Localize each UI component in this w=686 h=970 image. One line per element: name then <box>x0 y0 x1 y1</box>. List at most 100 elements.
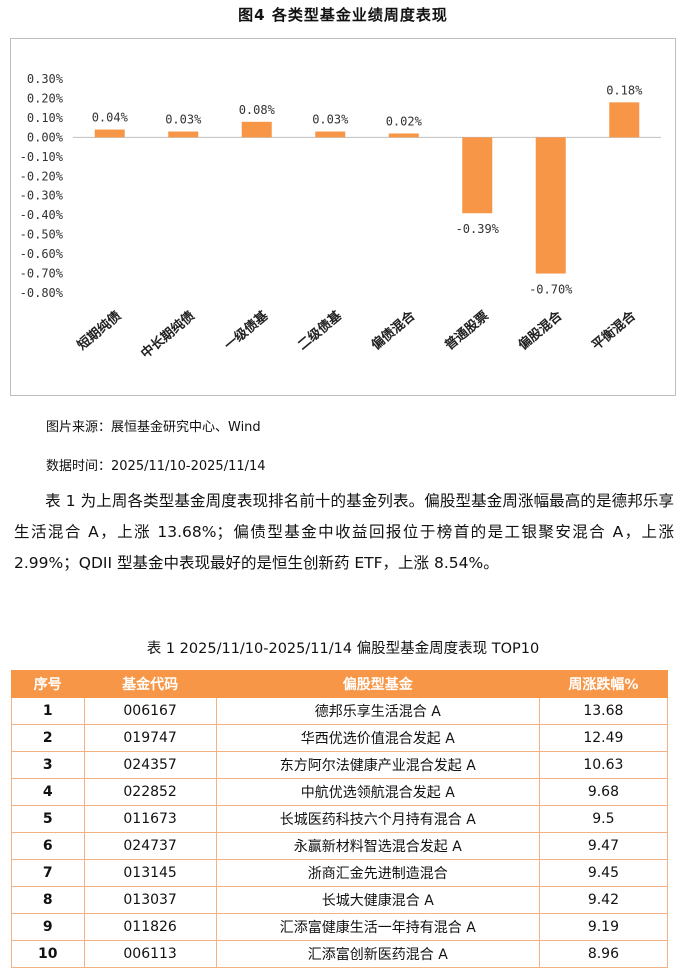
data-label: 0.08% <box>239 103 276 117</box>
header-code: 基金代码 <box>83 670 217 698</box>
cell-code: 024737 <box>83 832 217 860</box>
cell-change: 9.47 <box>538 832 669 860</box>
cell-fund-name: 华西优选价值混合发起 A <box>215 724 540 752</box>
y-tick-label: 0.00% <box>27 130 64 144</box>
cell-fund-name: 汇添富创新医药混合 A <box>215 940 540 968</box>
table-header-row: 序号 基金代码 偏股型基金 周涨跌幅% <box>11 670 669 698</box>
bar <box>388 133 419 138</box>
category-label: 平衡混合 <box>589 307 640 353</box>
cell-fund-name: 汇添富健康生活一年持有混合 A <box>215 913 540 941</box>
category-label: 一级债基 <box>221 307 272 353</box>
cell-fund-name: 中航优选领航混合发起 A <box>215 778 540 806</box>
bar <box>168 131 199 138</box>
cell-code: 011673 <box>83 805 217 833</box>
y-tick-label: -0.20% <box>20 169 64 183</box>
cell-code: 006167 <box>83 697 217 725</box>
cell-change: 12.49 <box>538 724 669 752</box>
cell-code: 013145 <box>83 859 217 887</box>
cell-change: 9.68 <box>538 778 669 806</box>
y-tick-label: -0.50% <box>20 228 64 242</box>
table-row: 8 013037 长城大健康混合 A 9.42 <box>11 886 669 914</box>
cell-fund-name: 永赢新材料智选混合发起 A <box>215 832 540 860</box>
header-rank: 序号 <box>11 670 85 698</box>
cell-rank: 7 <box>11 859 85 887</box>
cell-rank: 3 <box>11 751 85 779</box>
figure-source: 图片来源：展恒基金研究中心、Wind <box>46 420 261 435</box>
y-tick-label: -0.30% <box>20 189 64 203</box>
cell-code: 006113 <box>83 940 217 968</box>
cell-code: 024357 <box>83 751 217 779</box>
bar <box>609 102 640 138</box>
bar <box>94 129 125 138</box>
cell-code: 019747 <box>83 724 217 752</box>
cell-fund-name: 东方阿尔法健康产业混合发起 A <box>215 751 540 779</box>
category-label: 二级债基 <box>295 307 346 353</box>
cell-rank: 6 <box>11 832 85 860</box>
category-label: 偏股混合 <box>515 307 566 353</box>
cell-rank: 9 <box>11 913 85 941</box>
y-tick-label: 0.10% <box>27 111 64 125</box>
data-label: 0.02% <box>386 114 423 128</box>
cell-change: 10.63 <box>538 751 669 779</box>
cell-change: 9.5 <box>538 805 669 833</box>
y-tick-label: -0.80% <box>20 286 64 300</box>
header-fund: 偏股型基金 <box>215 670 540 698</box>
figure-title: 图4 各类型基金业绩周度表现 <box>238 6 448 24</box>
paragraph-text: 表 1 为上周各类型基金周度表现排名前十的基金列表。偏股型基金周涨幅最高的是德邦… <box>14 492 674 572</box>
y-tick-label: -0.40% <box>20 208 64 222</box>
data-label: 0.03% <box>312 113 349 127</box>
category-label: 中长期纯债 <box>138 308 198 362</box>
table-row: 1 006167 德邦乐享生活混合 A 13.68 <box>11 697 669 725</box>
category-label: 偏债混合 <box>368 307 419 353</box>
cell-rank: 2 <box>11 724 85 752</box>
cell-change: 9.19 <box>538 913 669 941</box>
table-row: 6 024737 永赢新材料智选混合发起 A 9.47 <box>11 832 669 860</box>
fund-table: 序号 基金代码 偏股型基金 周涨跌幅% 1 006167 德邦乐享生活混合 A 13.… <box>11 670 669 968</box>
bar <box>241 121 272 138</box>
cell-change: 9.45 <box>538 859 669 887</box>
table-row: 4 022852 中航优选领航混合发起 A 9.68 <box>11 778 669 806</box>
table-row: 9 011826 汇添富健康生活一年持有混合 A 9.19 <box>11 913 669 941</box>
cell-rank: 10 <box>11 940 85 968</box>
header-change: 周涨跌幅% <box>538 670 669 698</box>
table-title: 表 1 2025/11/10-2025/11/14 偏股型基金周度表现 TOP1… <box>146 641 540 657</box>
cell-fund-name: 长城医药科技六个月持有混合 A <box>215 805 540 833</box>
cell-change: 9.42 <box>538 886 669 914</box>
data-label: 0.18% <box>606 83 643 97</box>
cell-fund-name: 浙商汇金先进制造混合 <box>215 859 540 887</box>
y-tick-label: -0.60% <box>20 247 64 261</box>
cell-rank: 8 <box>11 886 85 914</box>
cell-fund-name: 长城大健康混合 A <box>215 886 540 914</box>
y-tick-label: 0.30% <box>27 72 64 86</box>
cell-fund-name: 德邦乐享生活混合 A <box>215 697 540 725</box>
category-label: 普通股票 <box>442 308 492 354</box>
cell-code: 022852 <box>83 778 217 806</box>
category-label: 短期纯债 <box>74 308 124 354</box>
cell-rank: 4 <box>11 778 85 806</box>
table-row: 5 011673 长城医药科技六个月持有混合 A 9.5 <box>11 805 669 833</box>
cell-change: 8.96 <box>538 940 669 968</box>
cell-change: 13.68 <box>538 697 669 725</box>
table-row: 10 006113 汇添富创新医药混合 A 8.96 <box>11 940 669 968</box>
cell-code: 013037 <box>83 886 217 914</box>
bar-chart: 0.30% 0.20% 0.10% 0.00% -0.10% -0.20% -0.30% -0… <box>20 72 661 362</box>
table-row: 3 024357 东方阿尔法健康产业混合发起 A 10.63 <box>11 751 669 779</box>
data-label: -0.70% <box>529 283 573 297</box>
data-label: 0.03% <box>165 113 202 127</box>
y-tick-label: 0.20% <box>27 91 64 105</box>
chart-frame: 0.30% 0.20% 0.10% 0.00% -0.10% -0.20% -0.30% -0… <box>10 38 676 396</box>
body-paragraph: 表 1 为上周各类型基金周度表现排名前十的基金列表。偏股型基金周涨幅最高的是德邦… <box>14 486 674 579</box>
data-label: 0.04% <box>92 111 129 125</box>
cell-code: 011826 <box>83 913 217 941</box>
table-row: 7 013145 浙商汇金先进制造混合 9.45 <box>11 859 669 887</box>
table-row: 2 019747 华西优选价值混合发起 A 12.49 <box>11 724 669 752</box>
cell-rank: 1 <box>11 697 85 725</box>
y-tick-label: -0.10% <box>20 150 64 164</box>
figure-date: 数据时间：2025/11/10-2025/11/14 <box>46 459 266 474</box>
bar <box>535 137 566 274</box>
cell-rank: 5 <box>11 805 85 833</box>
data-label: -0.39% <box>456 222 500 236</box>
y-tick-label: -0.70% <box>20 267 64 281</box>
bar <box>315 131 346 138</box>
bar <box>462 137 493 214</box>
